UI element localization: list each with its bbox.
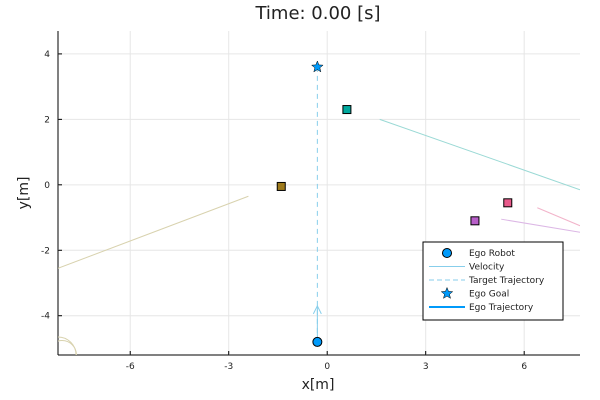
x-tick-label: -3 [224,362,233,372]
y-tick-label: 2 [44,115,50,125]
x-tick-label: 6 [521,362,527,372]
legend-marker-star [440,286,454,299]
y-axis-label: y[m] [16,177,32,210]
obstacle-point [342,105,352,115]
legend-label: Ego Trajectory [469,303,534,313]
y-tick-label: 0 [44,181,50,191]
x-tick-label: -6 [126,362,135,372]
obstacle-arc [58,340,77,355]
x-tick-label: 3 [423,362,429,372]
x-axis-label: x[m] [302,377,335,393]
y-ticks: -4 -2 0 2 4 [41,50,62,322]
chart-title: Time: 0.00 [s] [254,3,380,24]
legend-marker-circle [442,248,452,258]
y-tick-label: -2 [41,246,50,256]
obstacle-point [503,198,513,208]
x-ticks: -6 -3 0 3 6 [126,351,527,372]
legend-label: Ego Goal [469,290,509,300]
x-tick-label: 0 [324,362,330,372]
obstacle-trajectory-line [537,207,580,227]
ego-robot-point [312,336,323,347]
y-tick-label: 4 [44,50,50,60]
legend-label: Ego Robot [469,249,515,259]
obstacle-point [276,181,286,191]
legend-label: Target Trajectory [468,276,545,286]
obstacle-trajectory-line [58,195,249,269]
ego-goal-point [310,60,324,73]
plot-marks [58,60,580,355]
legend-label: Velocity [469,263,505,273]
obstacle-point [470,216,480,226]
y-tick-label: -4 [41,312,50,322]
obstacle-trajectory-line [501,218,580,233]
plot-area [58,60,580,355]
legend: Ego Robot Velocity Target Trajectory Ego Go… [422,241,564,321]
obstacle-trajectory-line [379,118,580,191]
grid [57,31,580,356]
velocity-arrowhead [312,304,322,315]
